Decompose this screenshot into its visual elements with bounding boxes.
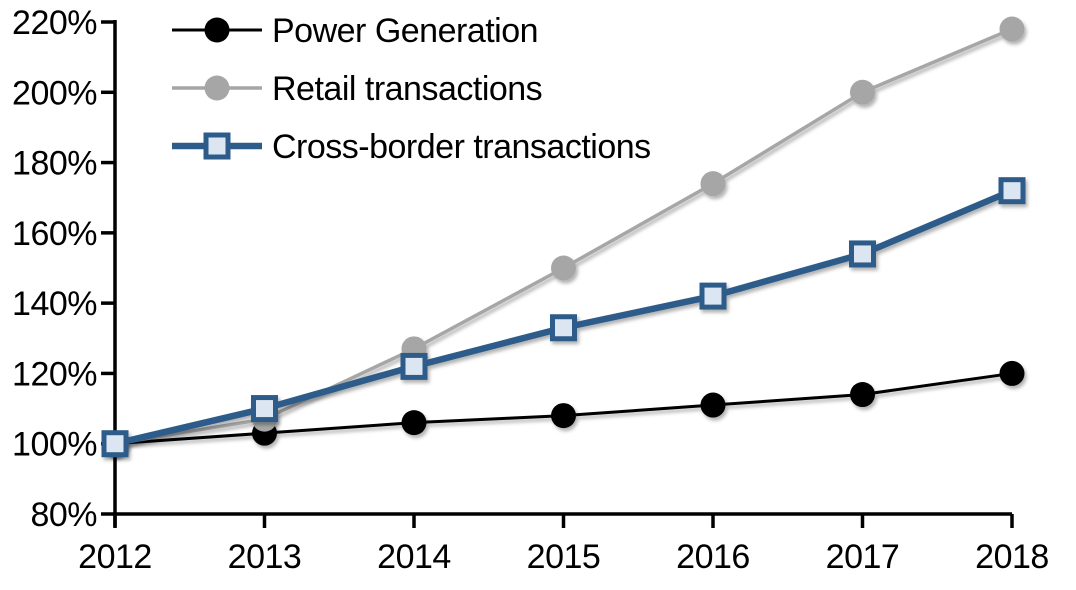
x-axis-tick-label: 2015 — [527, 538, 601, 576]
cross-border-transactions-marker — [400, 352, 428, 380]
y-axis-tick-label: 120% — [12, 355, 97, 393]
y-axis-tick-label: 180% — [12, 145, 97, 183]
cross-border-transactions-marker — [849, 240, 876, 268]
legend-label-cross-border-transactions: Cross-border transactions — [272, 128, 651, 166]
power-generation-marker — [850, 382, 875, 408]
power-generation-marker — [551, 403, 576, 429]
cross-border-transactions-marker — [251, 395, 278, 423]
legend-label-power-generation: Power Generation — [272, 12, 538, 50]
retail-transactions-marker — [999, 16, 1025, 42]
legend-item-power-generation: Power Generation — [172, 12, 539, 50]
x-axis-tick-label: 2014 — [377, 538, 451, 576]
cross-border-transactions-marker — [998, 177, 1026, 205]
x-axis-tick-label: 2013 — [228, 538, 302, 576]
legend-label-retail-transactions: Retail transactions — [272, 70, 542, 108]
y-axis-tick-label: 100% — [12, 426, 97, 464]
power-generation-marker — [401, 410, 427, 436]
retail-transactions-marker — [551, 255, 576, 281]
series-plot-area — [101, 16, 1026, 458]
y-axis-tick-label: 220% — [12, 4, 97, 42]
power-generation-marker — [700, 392, 726, 418]
retail-transactions-marker — [850, 79, 875, 105]
y-axis-tick-label: 140% — [12, 285, 97, 323]
y-axis-tick-label: 200% — [12, 74, 97, 112]
chart-legend: Power Generation Retail transactions Cro… — [172, 12, 651, 166]
legend-item-cross-border-transactions: Cross-border transactions — [172, 128, 651, 166]
retail-transactions-marker-icon — [204, 75, 230, 101]
cross-border-transactions-marker-icon — [203, 132, 231, 160]
axis-labels: 80% 100% 120% 140% 160% 180% 200% 220% 2012 2013 2… — [12, 4, 1049, 576]
x-axis-tick-label: 2018 — [975, 538, 1049, 576]
series-cross-border-transactions — [101, 177, 1026, 458]
power-generation-marker — [999, 360, 1025, 386]
x-axis-tick-label: 2017 — [826, 538, 900, 576]
cross-border-transactions-marker — [550, 314, 577, 342]
retail-transactions-marker — [700, 171, 726, 197]
y-axis-tick-label: 80% — [30, 496, 97, 534]
series-power-generation — [102, 360, 1025, 457]
cross-border-transactions-marker — [699, 282, 727, 310]
x-axis-tick-label: 2016 — [676, 538, 750, 576]
power-generation-marker-icon — [204, 17, 230, 43]
y-axis-tick-label: 160% — [12, 215, 97, 253]
legend-item-retail-transactions: Retail transactions — [172, 70, 543, 108]
retail-transactions-line — [114, 27, 1013, 446]
x-axis-tick-label: 2012 — [78, 538, 152, 576]
cross-border-transactions-marker — [101, 430, 129, 458]
